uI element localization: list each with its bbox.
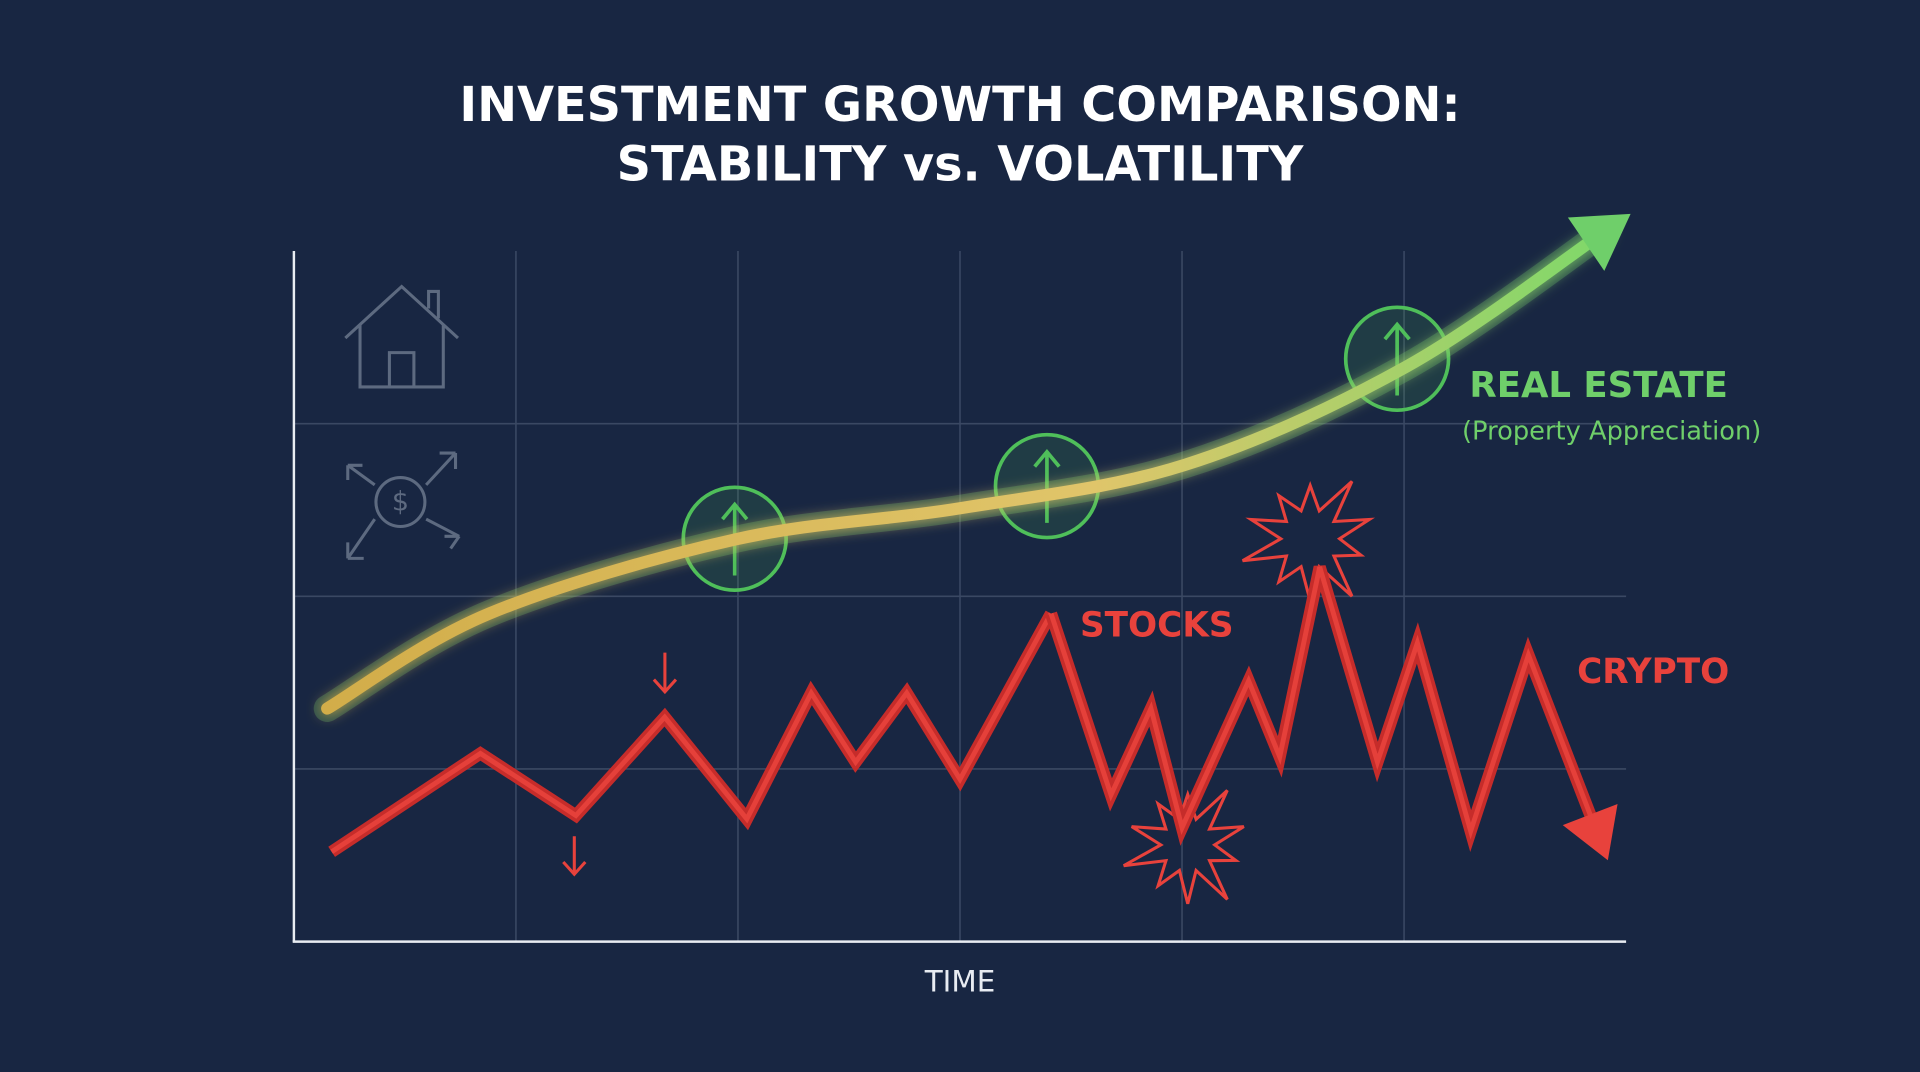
dollar-sign: $	[392, 487, 409, 518]
x-axis-label: TIME	[924, 965, 996, 999]
line-highlight	[330, 612, 1054, 854]
series-label: STOCKS	[1080, 605, 1234, 645]
series-label: CRYPTO	[1577, 652, 1729, 692]
series-line	[321, 225, 1611, 715]
up-arrow	[1383, 321, 1411, 396]
chart-title: STABILITY vs. VOLATILITY	[617, 138, 1305, 193]
house-icon	[344, 284, 460, 389]
chart-title: INVESTMENT GROWTH COMPARISON:	[459, 78, 1460, 133]
line-highlight	[1048, 566, 1600, 840]
growth-markers	[681, 305, 1451, 593]
up-arrow	[1033, 448, 1061, 523]
series-label: REAL ESTATE	[1469, 365, 1728, 406]
money-icon	[346, 451, 461, 560]
series-note: (Property Appreciation)	[1462, 417, 1761, 447]
burst	[1122, 789, 1245, 905]
series	[313, 213, 1631, 861]
line-arrowhead	[1562, 803, 1618, 861]
down-arrows	[562, 652, 678, 877]
line-arrowhead	[1567, 213, 1631, 271]
